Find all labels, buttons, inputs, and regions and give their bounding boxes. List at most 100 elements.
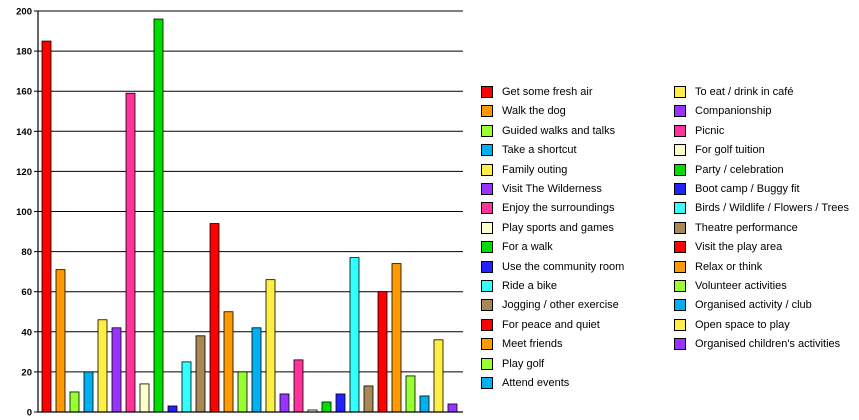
- legend-label: Volunteer activities: [695, 280, 787, 292]
- legend-label: Walk the dog: [502, 105, 566, 118]
- legend-item: For golf tuition: [674, 142, 765, 158]
- legend-label: Visit the play area: [695, 241, 783, 254]
- bar: [55, 269, 66, 413]
- legend-item: For a walk: [481, 239, 553, 255]
- y-tick-label: 180: [16, 47, 32, 58]
- y-tick-label: 0: [27, 408, 32, 419]
- legend-item: Ride a bike: [481, 278, 557, 294]
- legend-swatch: [674, 221, 686, 234]
- legend-item: Take a shortcut: [481, 142, 577, 158]
- legend-label: Family outing: [502, 163, 568, 176]
- legend-label: Use the community room: [502, 260, 625, 273]
- bar: [447, 403, 458, 413]
- legend-item: Family outing: [481, 162, 567, 178]
- legend-label: Boot camp / Buggy fit: [695, 183, 800, 195]
- legend-swatch: [481, 183, 493, 195]
- legend-label: To eat / drink in café: [695, 86, 794, 98]
- y-tick-label: 100: [16, 207, 32, 218]
- bar: [377, 291, 388, 413]
- legend-item: Birds / Wildlife / Flowers / Trees: [674, 200, 849, 216]
- legend-item: Boot camp / Buggy fit: [674, 181, 800, 197]
- legend-item: Use the community room: [481, 259, 624, 275]
- y-tick-label: 40: [21, 327, 32, 338]
- legend-swatch: [481, 318, 493, 331]
- legend-swatch: [674, 163, 686, 176]
- legend-item: Open space to play: [674, 317, 790, 333]
- legend-swatch: [674, 338, 686, 351]
- y-tick-label: 60: [21, 287, 32, 298]
- legend-swatch: [674, 299, 686, 312]
- legend-swatch: [481, 241, 493, 254]
- bar: [405, 375, 416, 413]
- legend-item: Theatre performance: [674, 220, 798, 236]
- legend-item: Picnic: [674, 123, 724, 139]
- bar: [251, 327, 262, 413]
- y-tick-label: 80: [21, 247, 32, 258]
- bar: [97, 319, 108, 413]
- legend-item: Jogging / other exercise: [481, 297, 619, 313]
- legend-label: Get some fresh air: [502, 86, 593, 98]
- y-axis-tick-labels: 0 20 40 60 80 100 120 140 160 180 200: [16, 7, 32, 419]
- legend-item: Companionship: [674, 103, 771, 119]
- legend-item: Walk the dog: [481, 103, 566, 119]
- gridlines: [38, 10, 463, 413]
- legend-swatch: [674, 318, 686, 331]
- legend-swatch: [481, 280, 493, 292]
- legend-swatch: [674, 280, 686, 292]
- legend-item: Attend events: [481, 375, 569, 391]
- bar: [237, 371, 248, 413]
- bar: [195, 335, 206, 413]
- legend-swatch: [481, 202, 493, 215]
- bar: [223, 311, 234, 413]
- legend-swatch: [481, 105, 493, 118]
- legend-label: Play golf: [502, 357, 545, 370]
- bar: [181, 361, 192, 413]
- legend-swatch: [481, 144, 493, 157]
- bar: [167, 405, 178, 413]
- y-tick-label: 200: [16, 7, 32, 18]
- bar-chart: 0 20 40 60 80 100 120 140 160 180 200: [16, 7, 463, 419]
- legend-swatch: [481, 124, 493, 137]
- legend-swatch: [481, 357, 493, 370]
- y-tick-label: 120: [16, 167, 32, 178]
- bar: [363, 385, 374, 413]
- legend-label: Organised children's activities: [695, 338, 841, 351]
- legend-item: Play golf: [481, 356, 544, 372]
- y-tick-label: 20: [21, 367, 32, 378]
- bar: [293, 359, 304, 413]
- legend-swatch: [481, 260, 493, 273]
- legend-label: Take a shortcut: [502, 144, 577, 157]
- legend-item: For peace and quiet: [481, 317, 600, 333]
- legend-label: Enjoy the surroundings: [502, 202, 615, 215]
- legend-label: Meet friends: [502, 338, 563, 351]
- bar: [391, 263, 402, 413]
- legend-label: Open space to play: [695, 318, 790, 331]
- legend-swatch: [481, 338, 493, 351]
- legend-item: Relax or think: [674, 259, 762, 275]
- legend-swatch: [674, 202, 686, 215]
- bars: [41, 18, 458, 413]
- legend-swatch: [674, 260, 686, 273]
- legend-label: Ride a bike: [502, 280, 558, 292]
- legend-item: Guided walks and talks: [481, 123, 615, 139]
- legend-item: Party / celebration: [674, 162, 784, 178]
- legend-item: Play sports and games: [481, 220, 614, 236]
- legend-item: Volunteer activities: [674, 278, 787, 294]
- axes: [34, 10, 463, 413]
- bar: [279, 393, 290, 413]
- legend-label: Play sports and games: [502, 221, 614, 234]
- legend-item: Enjoy the surroundings: [481, 200, 615, 216]
- legend-label: Jogging / other exercise: [502, 299, 619, 312]
- bar: [83, 371, 94, 413]
- legend-item: Organised children's activities: [674, 336, 840, 352]
- legend-item: Get some fresh air: [481, 84, 592, 100]
- bar: [419, 395, 430, 413]
- bar: [153, 18, 164, 413]
- legend-swatch: [481, 221, 493, 234]
- legend-label: Birds / Wildlife / Flowers / Trees: [695, 202, 850, 215]
- legend-swatch: [674, 183, 686, 195]
- bar: [349, 257, 360, 413]
- legend-swatch: [674, 241, 686, 254]
- legend-label: For a walk: [502, 241, 553, 254]
- legend-label: Relax or think: [695, 260, 763, 273]
